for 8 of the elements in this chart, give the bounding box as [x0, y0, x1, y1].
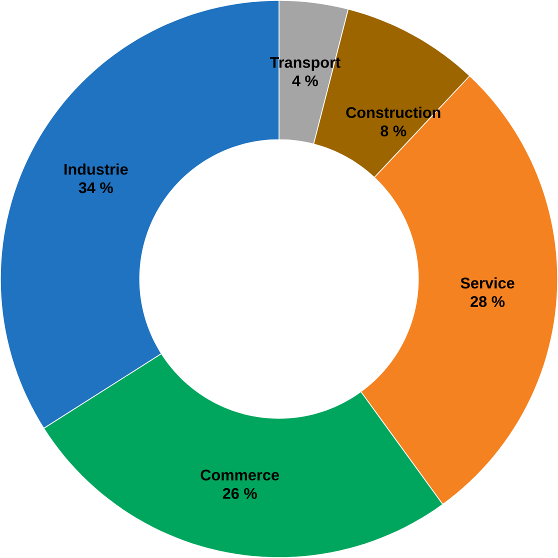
slice-label: Service [460, 277, 514, 289]
data-label: 8 % [380, 126, 406, 136]
data-label: 28 % [470, 296, 505, 307]
data-label: 4 % [292, 75, 318, 86]
slice-label: Commerce [200, 470, 280, 480]
data-label: 34 % [78, 182, 113, 194]
data-label: 26 % [222, 488, 257, 499]
slice-label: Industrie [64, 163, 128, 175]
